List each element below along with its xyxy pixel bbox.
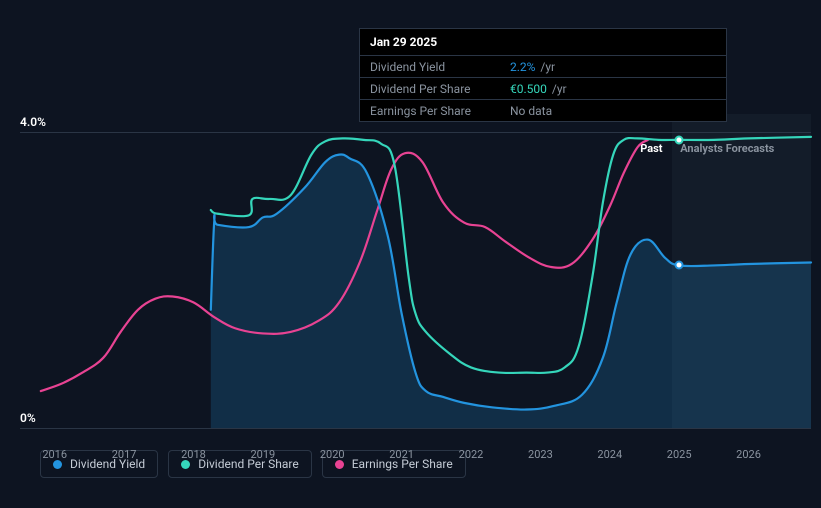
x-axis-tick: 2024	[597, 448, 622, 461]
x-axis-tick: 2020	[320, 448, 345, 461]
chart-svg	[20, 114, 811, 428]
x-axis-tick: 2025	[667, 448, 692, 461]
x-axis-tick: 2016	[42, 448, 67, 461]
x-axis-tick: 2018	[181, 448, 206, 461]
tooltip-value: €0.500 /yr	[510, 82, 567, 96]
dividend-per-share-marker	[675, 135, 684, 144]
plot-area	[20, 114, 811, 428]
tooltip-key: Dividend Yield	[370, 60, 510, 74]
tooltip-value: No data	[510, 104, 552, 118]
tooltip-row: Dividend Per Share€0.500 /yr	[360, 78, 726, 100]
tooltip-title: Jan 29 2025	[360, 29, 726, 56]
tooltip-row: Earnings Per ShareNo data	[360, 100, 726, 121]
legend-label: Dividend Per Share	[198, 457, 299, 471]
x-axis-tick: 2026	[736, 448, 761, 461]
gridline	[20, 428, 811, 429]
x-axis-tick: 2017	[112, 448, 137, 461]
dividend-yield-marker	[675, 261, 684, 270]
x-axis-tick: 2023	[528, 448, 553, 461]
x-axis-tick: 2019	[250, 448, 275, 461]
x-axis-tick: 2022	[459, 448, 484, 461]
tooltip-row: Dividend Yield2.2% /yr	[360, 56, 726, 78]
x-axis-tick: 2021	[389, 448, 414, 461]
tooltip-value: 2.2% /yr	[510, 60, 555, 74]
dividend-yield-area	[211, 154, 811, 428]
tooltip: Jan 29 2025 Dividend Yield2.2% /yrDivide…	[359, 28, 727, 122]
tooltip-key: Earnings Per Share	[370, 104, 510, 118]
tooltip-key: Dividend Per Share	[370, 82, 510, 96]
chart-container: Jan 29 2025 Dividend Yield2.2% /yrDivide…	[20, 10, 811, 498]
